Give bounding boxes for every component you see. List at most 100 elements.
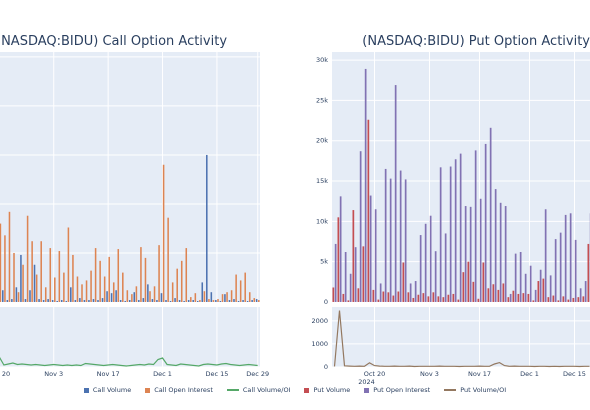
volume-bar <box>219 301 222 302</box>
open-interest-bar <box>339 196 342 302</box>
volume-bar <box>402 262 405 302</box>
volume-bar <box>65 301 68 302</box>
open-interest-bar <box>394 85 397 302</box>
volume-bar <box>482 262 485 302</box>
open-interest-bar <box>17 292 20 302</box>
open-interest-bar <box>344 252 347 302</box>
volume-bar <box>24 299 27 302</box>
volume-bar <box>552 295 555 302</box>
open-interest-bar <box>499 202 502 302</box>
open-interest-bar <box>13 252 15 302</box>
y-tick-label: 15k <box>316 177 328 185</box>
volume-bar <box>347 300 350 302</box>
volume-bar <box>142 298 145 302</box>
open-interest-bar <box>230 290 233 302</box>
open-interest-bar <box>549 275 552 302</box>
open-interest-bar <box>554 239 557 302</box>
volume-bar <box>517 293 520 302</box>
open-interest-bar <box>76 276 79 302</box>
ratio-tick-label: 2000 <box>311 317 328 325</box>
legend-item-put-open-interest[interactable]: Put Open Interest <box>364 386 430 394</box>
volume-bar <box>97 300 99 302</box>
volume-bar <box>11 299 13 302</box>
volume-bar <box>51 300 54 302</box>
volume-bar <box>497 289 500 302</box>
volume-bar <box>492 284 495 302</box>
open-interest-bar <box>44 287 47 302</box>
volume-bar <box>462 272 465 302</box>
volume-bar <box>160 293 163 302</box>
x-tick-label: Dec 15 <box>205 370 228 378</box>
volume-bar <box>29 290 31 302</box>
open-interest-bar <box>364 68 367 302</box>
open-interest-bar <box>94 248 97 302</box>
open-interest-bar <box>459 153 462 302</box>
y-tick-label: 20k <box>316 137 328 145</box>
open-interest-bar <box>464 206 467 302</box>
volume-bar <box>88 300 90 302</box>
volume-bar <box>512 290 515 302</box>
x-tick-label: Nov 3 <box>420 370 439 378</box>
volume-bar <box>352 210 355 302</box>
legend-item-call-volume-oi[interactable]: Call Volume/OI <box>226 386 291 394</box>
volume-bar <box>507 297 510 302</box>
open-interest-bar <box>40 241 42 302</box>
x-tick-label: Dec 1 <box>520 370 539 378</box>
open-interest-bar <box>484 143 487 302</box>
x-tick-label: Dec 29 <box>246 370 269 378</box>
legend-item-call-open-interest[interactable]: Call Open Interest <box>145 386 213 394</box>
volume-bar <box>572 297 575 302</box>
x-tick-label: Oct 20 <box>364 370 386 378</box>
open-interest-bar <box>171 282 174 302</box>
open-interest-bar <box>424 223 427 302</box>
open-interest-bar <box>239 280 242 302</box>
legend-item-call-volume[interactable]: Call Volume <box>83 386 131 394</box>
open-interest-bar <box>67 227 70 302</box>
open-interest-bar <box>494 189 497 302</box>
open-interest-bar <box>253 298 256 302</box>
open-interest-bar <box>162 164 165 302</box>
open-interest-bar <box>384 168 387 302</box>
open-interest-bar <box>509 293 512 302</box>
volume-bar <box>397 291 400 302</box>
volume-bar <box>33 264 36 302</box>
open-interest-bar <box>399 170 402 302</box>
open-interest-bar <box>226 292 228 302</box>
open-interest-bar <box>144 257 147 302</box>
put-open-interest-swatch <box>364 387 370 393</box>
legend-label: Put Open Interest <box>373 386 431 394</box>
volume-bar <box>387 292 390 302</box>
volume-bar <box>169 301 172 302</box>
volume-bar <box>237 301 240 302</box>
volume-bar <box>577 297 580 302</box>
open-interest-bar <box>72 254 74 302</box>
open-interest-bar <box>126 290 129 302</box>
volume-bar <box>83 300 86 302</box>
put-chart-title: (NASDAQ:BIDU) Put Option Activity <box>362 34 590 49</box>
volume-bar <box>582 296 585 302</box>
volume-bar <box>447 294 450 302</box>
open-interest-bar <box>369 195 372 302</box>
legend-label: Put Volume/OI <box>460 386 507 394</box>
volume-bar <box>502 283 505 302</box>
open-interest-bar <box>429 215 432 302</box>
volume-bar <box>56 301 58 302</box>
legend-item-put-volume[interactable]: Put Volume <box>304 386 350 394</box>
volume-bar <box>138 300 140 302</box>
open-interest-bar <box>449 166 452 302</box>
volume-bar <box>372 289 375 302</box>
open-interest-bar <box>504 206 507 302</box>
open-interest-bar <box>54 277 56 302</box>
call-volume-oi-swatch <box>226 389 239 391</box>
volume-bar <box>377 299 380 302</box>
volume-bar <box>119 300 122 302</box>
volume-bar <box>412 297 415 302</box>
legend-label: Call Volume/OI <box>242 386 291 394</box>
x-tick-label: Dec 1 <box>153 370 172 378</box>
y-tick-label: 10k <box>316 217 328 225</box>
volume-bar <box>42 300 45 302</box>
volume-bar <box>128 300 131 302</box>
legend-item-put-volume-oi[interactable]: Put Volume/OI <box>444 386 506 394</box>
volume-bar <box>174 298 176 302</box>
